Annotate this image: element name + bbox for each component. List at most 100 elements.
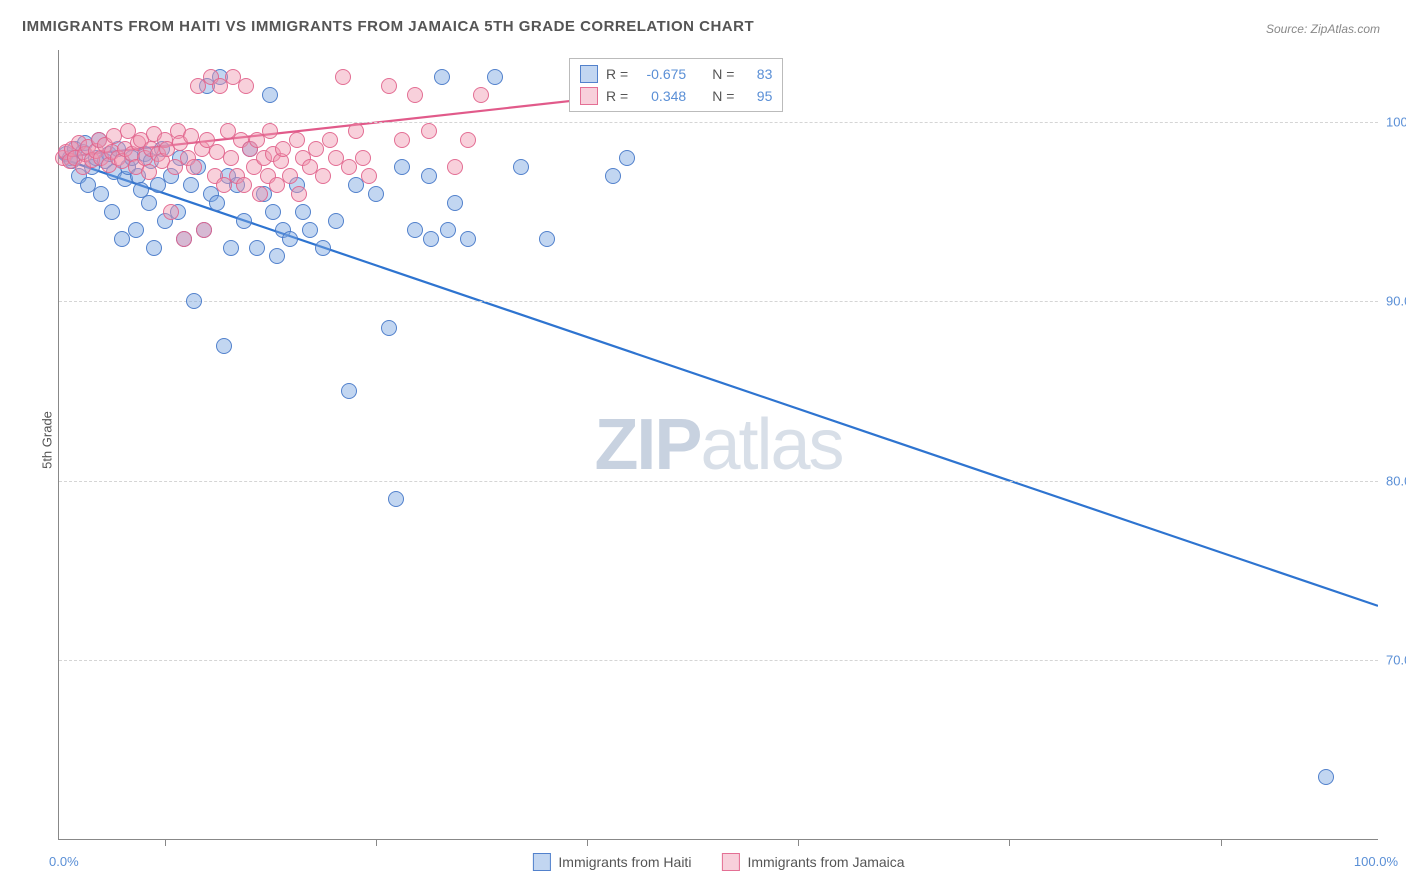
series-legend: Immigrants from Haiti Immigrants from Jam… [532, 853, 904, 871]
scatter-point-haiti [487, 69, 503, 85]
scatter-point-jamaica [236, 177, 252, 193]
legend-swatch-pink [580, 87, 598, 105]
scatter-point-haiti [265, 204, 281, 220]
scatter-point-haiti [146, 240, 162, 256]
scatter-point-jamaica [322, 132, 338, 148]
x-tick [376, 839, 377, 846]
scatter-point-haiti [93, 186, 109, 202]
scatter-point-haiti [186, 293, 202, 309]
legend-r-label: R = [606, 66, 628, 82]
scatter-point-haiti [183, 177, 199, 193]
scatter-point-haiti [619, 150, 635, 166]
x-axis-min-label: 0.0% [49, 854, 79, 869]
x-tick [587, 839, 588, 846]
scatter-point-haiti [394, 159, 410, 175]
legend-r-value: -0.675 [636, 66, 686, 82]
legend-swatch-blue [580, 65, 598, 83]
scatter-point-jamaica [291, 186, 307, 202]
legend-n-label: N = [712, 66, 734, 82]
legend-series-item: Immigrants from Haiti [532, 853, 691, 871]
scatter-point-jamaica [223, 150, 239, 166]
scatter-point-haiti [539, 231, 555, 247]
watermark: ZIPatlas [594, 404, 842, 486]
scatter-point-haiti [388, 491, 404, 507]
legend-r-value: 0.348 [636, 88, 686, 104]
scatter-point-haiti [302, 222, 318, 238]
scatter-point-haiti [249, 240, 265, 256]
scatter-point-jamaica [335, 69, 351, 85]
scatter-point-jamaica [348, 123, 364, 139]
scatter-point-jamaica [460, 132, 476, 148]
scatter-point-haiti [128, 222, 144, 238]
gridline-h [59, 301, 1378, 302]
scatter-point-haiti [282, 231, 298, 247]
scatter-point-jamaica [282, 168, 298, 184]
scatter-point-jamaica [394, 132, 410, 148]
gridline-h [59, 122, 1378, 123]
trend-line [59, 158, 1378, 606]
scatter-point-jamaica [361, 168, 377, 184]
legend-series-item: Immigrants from Jamaica [721, 853, 904, 871]
scatter-point-haiti [1318, 769, 1334, 785]
scatter-point-jamaica [381, 78, 397, 94]
scatter-point-haiti [460, 231, 476, 247]
scatter-point-jamaica [407, 87, 423, 103]
scatter-point-haiti [315, 240, 331, 256]
scatter-point-haiti [440, 222, 456, 238]
legend-series-label: Immigrants from Haiti [558, 854, 691, 870]
y-tick-label: 80.0% [1386, 473, 1406, 488]
scatter-point-jamaica [421, 123, 437, 139]
scatter-point-haiti [269, 248, 285, 264]
scatter-point-haiti [434, 69, 450, 85]
legend-series-label: Immigrants from Jamaica [747, 854, 904, 870]
scatter-point-jamaica [447, 159, 463, 175]
gridline-h [59, 481, 1378, 482]
scatter-point-jamaica [186, 159, 202, 175]
legend-n-value: 83 [742, 66, 772, 82]
scatter-point-haiti [407, 222, 423, 238]
scatter-point-jamaica [196, 222, 212, 238]
scatter-point-jamaica [315, 168, 331, 184]
legend-r-label: R = [606, 88, 628, 104]
legend-row: R = -0.675 N = 83 [580, 63, 772, 85]
scatter-point-haiti [381, 320, 397, 336]
scatter-point-haiti [328, 213, 344, 229]
scatter-point-haiti [236, 213, 252, 229]
x-tick [798, 839, 799, 846]
chart-title: IMMIGRANTS FROM HAITI VS IMMIGRANTS FROM… [22, 18, 754, 35]
scatter-point-jamaica [252, 186, 268, 202]
source-attribution: Source: ZipAtlas.com [1266, 22, 1380, 36]
scatter-point-jamaica [163, 204, 179, 220]
scatter-point-haiti [262, 87, 278, 103]
legend-n-value: 95 [742, 88, 772, 104]
x-tick [1221, 839, 1222, 846]
scatter-point-jamaica [473, 87, 489, 103]
y-tick-label: 90.0% [1386, 294, 1406, 309]
y-axis-label: 5th Grade [39, 411, 54, 469]
scatter-point-jamaica [262, 123, 278, 139]
scatter-point-jamaica [238, 78, 254, 94]
legend-row: R = 0.348 N = 95 [580, 85, 772, 107]
scatter-point-haiti [141, 195, 157, 211]
scatter-point-haiti [341, 383, 357, 399]
scatter-point-haiti [447, 195, 463, 211]
x-tick [1009, 839, 1010, 846]
y-tick-label: 100.0% [1386, 114, 1406, 129]
scatter-point-haiti [295, 204, 311, 220]
y-tick-label: 70.0% [1386, 653, 1406, 668]
legend-n-label: N = [712, 88, 734, 104]
scatter-point-jamaica [289, 132, 305, 148]
correlation-legend: R = -0.675 N = 83 R = 0.348 N = 95 [569, 58, 783, 112]
legend-swatch-blue [532, 853, 550, 871]
scatter-point-haiti [104, 204, 120, 220]
plot-area: ZIPatlas R =-0.675N =83R =0.348N =95 0.0… [58, 50, 1378, 840]
scatter-point-haiti [209, 195, 225, 211]
scatter-point-haiti [223, 240, 239, 256]
scatter-point-jamaica [141, 164, 157, 180]
scatter-point-jamaica [355, 150, 371, 166]
scatter-point-haiti [513, 159, 529, 175]
scatter-point-jamaica [176, 231, 192, 247]
scatter-point-haiti [421, 168, 437, 184]
scatter-point-haiti [605, 168, 621, 184]
scatter-point-haiti [423, 231, 439, 247]
